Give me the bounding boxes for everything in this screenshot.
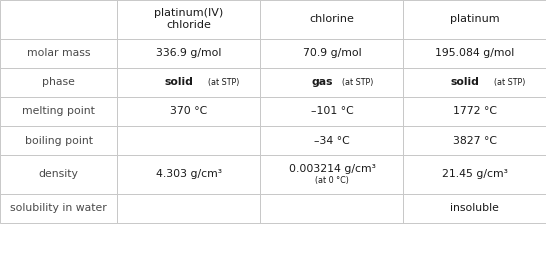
Text: platinum(IV)
chloride: platinum(IV) chloride — [155, 8, 223, 30]
Bar — [0, 194, 117, 223]
Bar — [403, 39, 546, 68]
Text: chlorine: chlorine — [310, 14, 354, 24]
Text: solid: solid — [165, 77, 193, 88]
Bar — [403, 68, 546, 97]
Text: density: density — [39, 170, 79, 179]
Text: melting point: melting point — [22, 106, 95, 117]
Text: 3827 °C: 3827 °C — [453, 135, 497, 146]
Bar — [260, 126, 403, 155]
Text: 1772 °C: 1772 °C — [453, 106, 497, 117]
Text: boiling point: boiling point — [25, 135, 93, 146]
Bar — [117, 155, 260, 194]
Bar — [260, 97, 403, 126]
Bar — [0, 0, 117, 39]
Bar — [260, 0, 403, 39]
Text: gas: gas — [311, 77, 333, 88]
Text: insoluble: insoluble — [450, 203, 499, 214]
Text: 70.9 g/mol: 70.9 g/mol — [302, 48, 361, 58]
Bar — [0, 68, 117, 97]
Text: 370 °C: 370 °C — [170, 106, 207, 117]
Bar — [0, 39, 117, 68]
Bar — [403, 155, 546, 194]
Text: solid: solid — [450, 77, 479, 88]
Text: molar mass: molar mass — [27, 48, 91, 58]
Bar — [260, 194, 403, 223]
Text: (at STP): (at STP) — [208, 78, 239, 87]
Text: 21.45 g/cm³: 21.45 g/cm³ — [442, 170, 508, 179]
Text: 195.084 g/mol: 195.084 g/mol — [435, 48, 514, 58]
Text: 336.9 g/mol: 336.9 g/mol — [156, 48, 222, 58]
Bar — [0, 97, 117, 126]
Bar — [260, 68, 403, 97]
Bar — [117, 194, 260, 223]
Text: solubility in water: solubility in water — [10, 203, 107, 214]
Bar — [117, 126, 260, 155]
Text: (at STP): (at STP) — [494, 78, 525, 87]
Bar — [403, 0, 546, 39]
Bar — [117, 0, 260, 39]
Text: platinum: platinum — [450, 14, 500, 24]
Bar — [117, 97, 260, 126]
Bar — [403, 97, 546, 126]
Bar — [117, 68, 260, 97]
Text: (at STP): (at STP) — [342, 78, 373, 87]
Bar — [117, 39, 260, 68]
Text: (at 0 °C): (at 0 °C) — [315, 176, 349, 185]
Text: 0.003214 g/cm³: 0.003214 g/cm³ — [288, 164, 376, 174]
Text: 4.303 g/cm³: 4.303 g/cm³ — [156, 170, 222, 179]
Text: phase: phase — [42, 77, 75, 88]
Text: –34 °C: –34 °C — [314, 135, 350, 146]
Text: –101 °C: –101 °C — [311, 106, 353, 117]
Bar — [260, 39, 403, 68]
Bar — [403, 194, 546, 223]
Bar — [0, 155, 117, 194]
Bar — [260, 155, 403, 194]
Bar — [0, 126, 117, 155]
Bar — [403, 126, 546, 155]
